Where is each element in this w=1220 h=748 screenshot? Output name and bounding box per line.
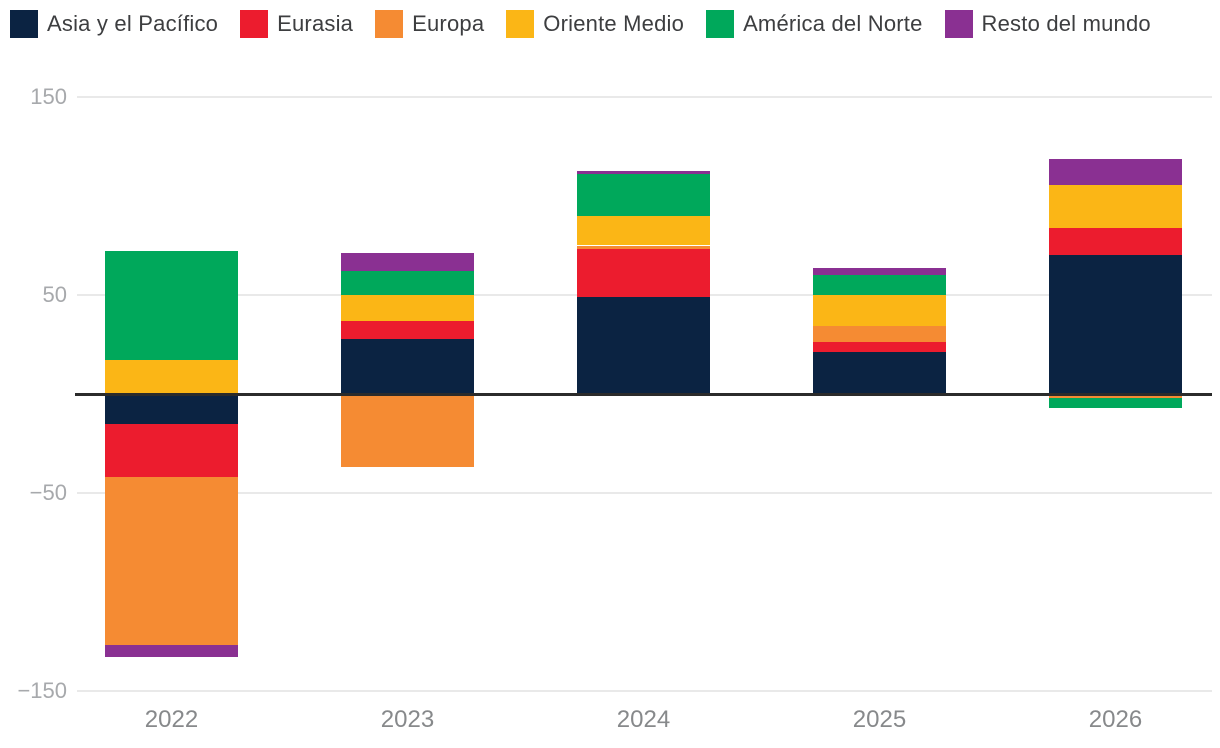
bar-segment-2024-series-4[interactable] [577, 215, 710, 246]
x-axis-tick-label: 2024 [616, 706, 671, 733]
chart-legend: Asia y el Pacífico Eurasia Europa Oriente M… [10, 10, 1210, 38]
bar-segment-2026-series-5[interactable] [1049, 397, 1182, 408]
bar-segment-2022-series-1[interactable] [105, 394, 238, 424]
legend-label: América del Norte [743, 11, 923, 36]
bar-segment-2023-series-4[interactable] [341, 295, 474, 321]
zero-axis-line [75, 393, 1212, 396]
legend-item-2[interactable]: Eurasia [240, 10, 353, 38]
bar-segment-2024-series-3[interactable] [577, 245, 710, 250]
bar-segment-2022-series-2[interactable] [105, 423, 238, 478]
gridline-−150 [77, 690, 1212, 692]
bar-segment-2025-series-2[interactable] [813, 341, 946, 353]
legend-label: Eurasia [277, 11, 354, 36]
bar-segment-2023-series-1[interactable] [341, 338, 474, 394]
x-axis-tick-label: 2025 [852, 706, 907, 733]
legend-swatch-icon [944, 10, 973, 38]
gridline-−50 [77, 492, 1212, 494]
bar-segment-2024-series-2[interactable] [577, 249, 710, 297]
legend-swatch-icon [240, 10, 269, 38]
legend-item-6[interactable]: Resto del mundo [944, 10, 1151, 38]
legend-swatch-icon [706, 10, 735, 38]
y-axis-tick-label: 50 [42, 282, 67, 307]
y-axis-tick-label: −150 [17, 678, 67, 703]
bar-segment-2023-series-2[interactable] [341, 320, 474, 339]
legend-label: Resto del mundo [981, 11, 1151, 36]
x-axis-tick-label: 2022 [144, 706, 199, 733]
bar-segment-2026-series-4[interactable] [1049, 185, 1182, 228]
legend-item-3[interactable]: Europa [375, 10, 484, 38]
gridline-150 [77, 96, 1212, 98]
legend-label: Asia y el Pacífico [47, 11, 219, 36]
bar-segment-2025-series-6[interactable] [813, 268, 946, 276]
bar-segment-2023-series-3[interactable] [341, 394, 474, 468]
legend-item-1[interactable]: Asia y el Pacífico [10, 10, 218, 38]
bar-segment-2024-series-6[interactable] [577, 171, 710, 175]
legend-label: Oriente Medio [543, 11, 685, 36]
bar-segment-2022-series-5[interactable] [105, 251, 238, 361]
bar-segment-2023-series-6[interactable] [341, 253, 474, 272]
bar-segment-2024-series-5[interactable] [577, 174, 710, 216]
y-axis-tick-label: −50 [29, 480, 67, 505]
legend-swatch-icon [10, 10, 38, 38]
legend-item-4[interactable]: Oriente Medio [506, 10, 684, 38]
bar-segment-2026-series-2[interactable] [1049, 227, 1182, 256]
bar-segment-2025-series-5[interactable] [813, 275, 946, 295]
legend-swatch-icon [506, 10, 535, 38]
bar-segment-2022-series-3[interactable] [105, 477, 238, 646]
x-axis-tick-label: 2023 [380, 706, 435, 733]
bar-segment-2026-series-1[interactable] [1049, 255, 1182, 394]
legend-swatch-icon [375, 10, 404, 38]
bar-segment-2025-series-4[interactable] [813, 295, 946, 326]
legend-label: Europa [412, 11, 485, 36]
bar-segment-2024-series-1[interactable] [577, 296, 710, 394]
bar-segment-2022-series-4[interactable] [105, 360, 238, 394]
y-axis-tick-label: 150 [30, 84, 67, 109]
bar-segment-2023-series-5[interactable] [341, 271, 474, 295]
bar-segment-2025-series-3[interactable] [813, 325, 946, 342]
x-axis-tick-label: 2026 [1088, 706, 1143, 733]
bar-segment-2025-series-1[interactable] [813, 352, 946, 394]
bar-segment-2022-series-6[interactable] [105, 645, 238, 658]
legend-item-5[interactable]: América del Norte [706, 10, 922, 38]
bar-segment-2026-series-6[interactable] [1049, 159, 1182, 186]
